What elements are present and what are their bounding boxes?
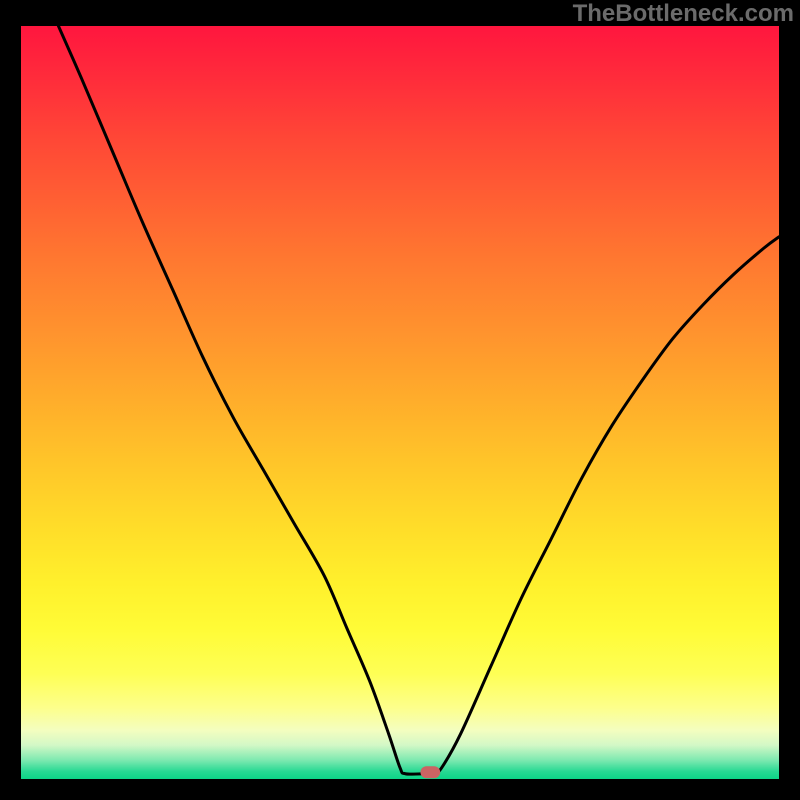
- optimal-point-marker: [420, 766, 440, 778]
- chart-stage: TheBottleneck.com: [0, 0, 800, 800]
- bottleneck-chart: [0, 0, 800, 800]
- plot-background: [21, 26, 779, 779]
